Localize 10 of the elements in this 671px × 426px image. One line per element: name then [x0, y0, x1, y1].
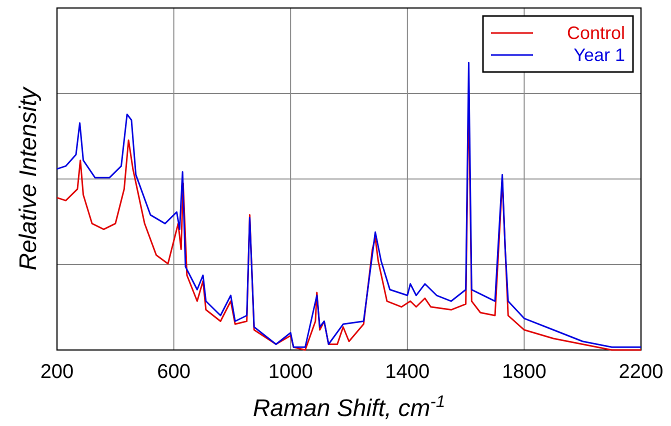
- x-tick-label: 1400: [385, 361, 430, 383]
- x-tick-label: 1000: [268, 361, 313, 383]
- x-tick-label: 2200: [618, 361, 664, 383]
- legend-label: Year 1: [574, 45, 625, 65]
- y-axis-title: Relative Intensity: [15, 86, 42, 270]
- legend-label: Control: [566, 23, 625, 43]
- x-tick-label: 200: [40, 361, 74, 383]
- x-axis-title: Raman Shift, cm$^{-1}$: [252, 392, 446, 422]
- x-tick-label: 600: [157, 361, 190, 383]
- x-tick-label: 1800: [502, 361, 546, 383]
